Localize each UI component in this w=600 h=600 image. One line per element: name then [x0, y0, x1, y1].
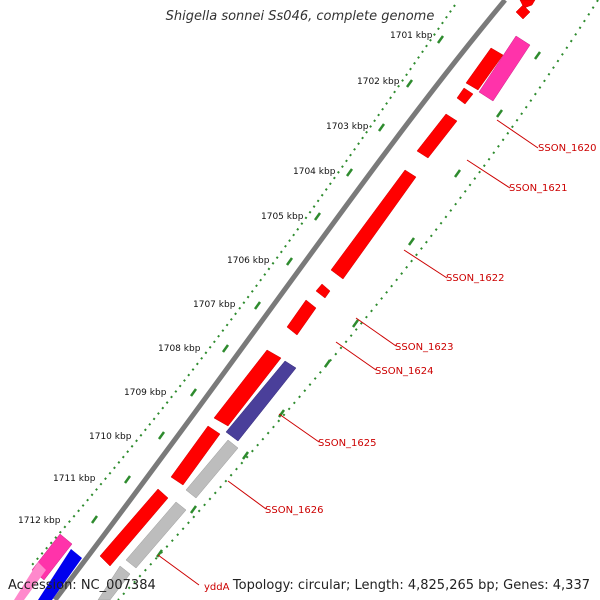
- gene-label[interactable]: SSON_1620: [538, 143, 597, 154]
- cds-feature[interactable]: [330, 169, 417, 280]
- tick-label: 1704 kbp: [293, 167, 336, 177]
- gene-label[interactable]: yddA: [204, 582, 230, 593]
- tick-label: 1705 kbp: [261, 212, 304, 222]
- cds-features: [99, 0, 536, 567]
- gene-label[interactable]: SSON_1622: [446, 273, 505, 284]
- cds-feature-blue[interactable]: [38, 549, 82, 600]
- cds-feature[interactable]: [416, 113, 458, 159]
- gene-label[interactable]: SSON_1624: [375, 366, 434, 377]
- cds-feature[interactable]: [465, 47, 504, 91]
- tick-label: 1712 kbp: [18, 516, 61, 526]
- accession-label: Accession: NC_007384: [8, 578, 156, 593]
- cds-feature[interactable]: [515, 4, 531, 20]
- gene-label[interactable]: SSON_1625: [318, 438, 377, 449]
- tick-label: 1707 kbp: [193, 300, 236, 310]
- tick-label: 1708 kbp: [158, 344, 201, 354]
- genome-backbone: [53, 0, 507, 600]
- map-title: Shigella sonnei Ss046, complete genome: [165, 9, 435, 24]
- grey-feature[interactable]: [125, 501, 187, 569]
- tick-label: 1710 kbp: [89, 432, 132, 442]
- label-leaders: [157, 119, 539, 586]
- cds-feature[interactable]: [456, 87, 474, 105]
- cds-feature[interactable]: [99, 488, 169, 567]
- kbp-labels: 1701 kbp 1702 kbp 1703 kbp 1704 kbp 1705…: [18, 31, 433, 526]
- gene-label[interactable]: SSON_1626: [265, 505, 324, 516]
- cds-feature-magenta[interactable]: [478, 35, 531, 102]
- tick-label: 1706 kbp: [227, 256, 270, 266]
- inner-ticks: [155, 51, 542, 558]
- tick-label: 1709 kbp: [124, 388, 167, 398]
- cds-feature[interactable]: [286, 299, 317, 336]
- cds-feature[interactable]: [315, 283, 331, 299]
- grey-feature[interactable]: [185, 439, 239, 499]
- grey-features: [97, 439, 239, 600]
- tick-label: 1702 kbp: [357, 77, 400, 87]
- genome-stats: Topology: circular; Length: 4,825,265 bp…: [232, 578, 590, 593]
- tick-label: 1701 kbp: [390, 31, 433, 41]
- gene-labels: SSON_1620 SSON_1621 SSON_1622 SSON_1623 …: [204, 143, 597, 593]
- tick-label: 1711 kbp: [53, 474, 96, 484]
- gene-label[interactable]: SSON_1623: [395, 342, 454, 353]
- major-ticks: [90, 35, 445, 524]
- tick-label: 1703 kbp: [326, 122, 369, 132]
- cds-feature-navy[interactable]: [225, 360, 297, 442]
- cds-feature-pink[interactable]: [14, 562, 46, 600]
- inner-tick-ring: [117, 0, 599, 600]
- cds-feature[interactable]: [213, 349, 282, 427]
- cds-feature[interactable]: [170, 425, 221, 486]
- grey-feature[interactable]: [97, 565, 131, 600]
- gene-label[interactable]: SSON_1621: [509, 183, 568, 194]
